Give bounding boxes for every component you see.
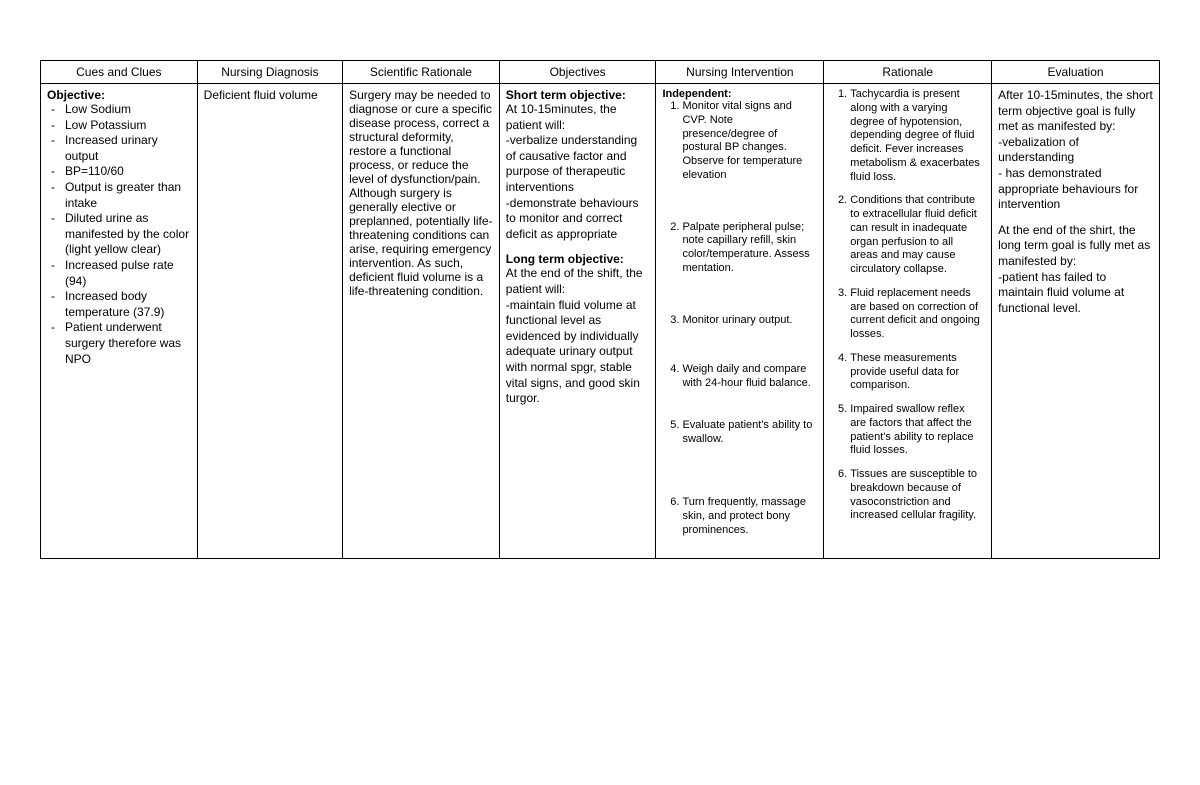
- cues-item: BP=110/60: [51, 164, 191, 180]
- evaluation-p2: At the end of the shirt, the long term g…: [998, 223, 1153, 317]
- cues-item: Diluted urine as manifested by the color…: [51, 211, 191, 258]
- header-evaluation: Evaluation: [992, 61, 1160, 84]
- objectives-short-text: At 10-15minutes, the patient will: -verb…: [506, 102, 650, 242]
- header-intervention: Nursing Intervention: [656, 61, 824, 84]
- cues-item: Low Potassium: [51, 118, 191, 134]
- cues-item: Patient underwent surgery therefore was …: [51, 320, 191, 367]
- cues-item: Low Sodium: [51, 102, 191, 118]
- rationale-item: Fluid replacement needs are based on cor…: [850, 287, 985, 342]
- rationale-item: These measurements provide useful data f…: [850, 352, 985, 393]
- header-rationale: Rationale: [824, 61, 992, 84]
- header-cues: Cues and Clues: [41, 61, 198, 84]
- intervention-item: Monitor urinary output.: [682, 314, 817, 328]
- cell-cues: Objective: Low Sodium Low Potassium Incr…: [41, 84, 198, 559]
- cues-objective-label: Objective:: [47, 88, 191, 102]
- intervention-item: Evaluate patient's ability to swallow.: [682, 419, 817, 447]
- intervention-item: Monitor vital signs and CVP. Note presen…: [682, 100, 817, 183]
- intervention-list: Monitor vital signs and CVP. Note presen…: [662, 100, 817, 538]
- rationale-item: Tissues are susceptible to breakdown bec…: [850, 468, 985, 523]
- rationale-item: Impaired swallow reflex are factors that…: [850, 403, 985, 458]
- cell-rationale: Tachycardia is present along with a vary…: [824, 84, 992, 559]
- cell-intervention: Independent: Monitor vital signs and CVP…: [656, 84, 824, 559]
- rationale-item: Conditions that contribute to extracellu…: [850, 194, 985, 277]
- evaluation-p1: After 10-15minutes, the short term objec…: [998, 88, 1153, 213]
- cues-item: Output is greater than intake: [51, 180, 191, 211]
- intervention-item: Turn frequently, massage skin, and prote…: [682, 496, 817, 537]
- cell-evaluation: After 10-15minutes, the short term objec…: [992, 84, 1160, 559]
- intervention-independent-label: Independent:: [662, 88, 817, 100]
- header-diagnosis: Nursing Diagnosis: [197, 61, 342, 84]
- cues-item: Increased pulse rate (94): [51, 258, 191, 289]
- objectives-long-text: At the end of the shift, the patient wil…: [506, 266, 650, 406]
- objectives-short-label: Short term objective:: [506, 88, 650, 102]
- nursing-care-plan-table: Cues and Clues Nursing Diagnosis Scienti…: [40, 60, 1160, 559]
- table-body-row: Objective: Low Sodium Low Potassium Incr…: [41, 84, 1160, 559]
- cell-diagnosis: Deficient fluid volume: [197, 84, 342, 559]
- objectives-long-label: Long term objective:: [506, 252, 650, 266]
- table-header-row: Cues and Clues Nursing Diagnosis Scienti…: [41, 61, 1160, 84]
- rationale-item: Tachycardia is present along with a vary…: [850, 88, 985, 184]
- intervention-item: Palpate peripheral pulse; note capillary…: [682, 221, 817, 276]
- cues-item: Increased body temperature (37.9): [51, 289, 191, 320]
- cues-item: Increased urinary output: [51, 133, 191, 164]
- header-scientific-rationale: Scientific Rationale: [343, 61, 500, 84]
- intervention-item: Weigh daily and compare with 24-hour flu…: [682, 363, 817, 391]
- header-objectives: Objectives: [499, 61, 656, 84]
- cell-objectives: Short term objective: At 10-15minutes, t…: [499, 84, 656, 559]
- cues-list: Low Sodium Low Potassium Increased urina…: [47, 102, 191, 367]
- cell-scientific-rationale: Surgery may be needed to diagnose or cur…: [343, 84, 500, 559]
- rationale-list: Tachycardia is present along with a vary…: [830, 88, 985, 523]
